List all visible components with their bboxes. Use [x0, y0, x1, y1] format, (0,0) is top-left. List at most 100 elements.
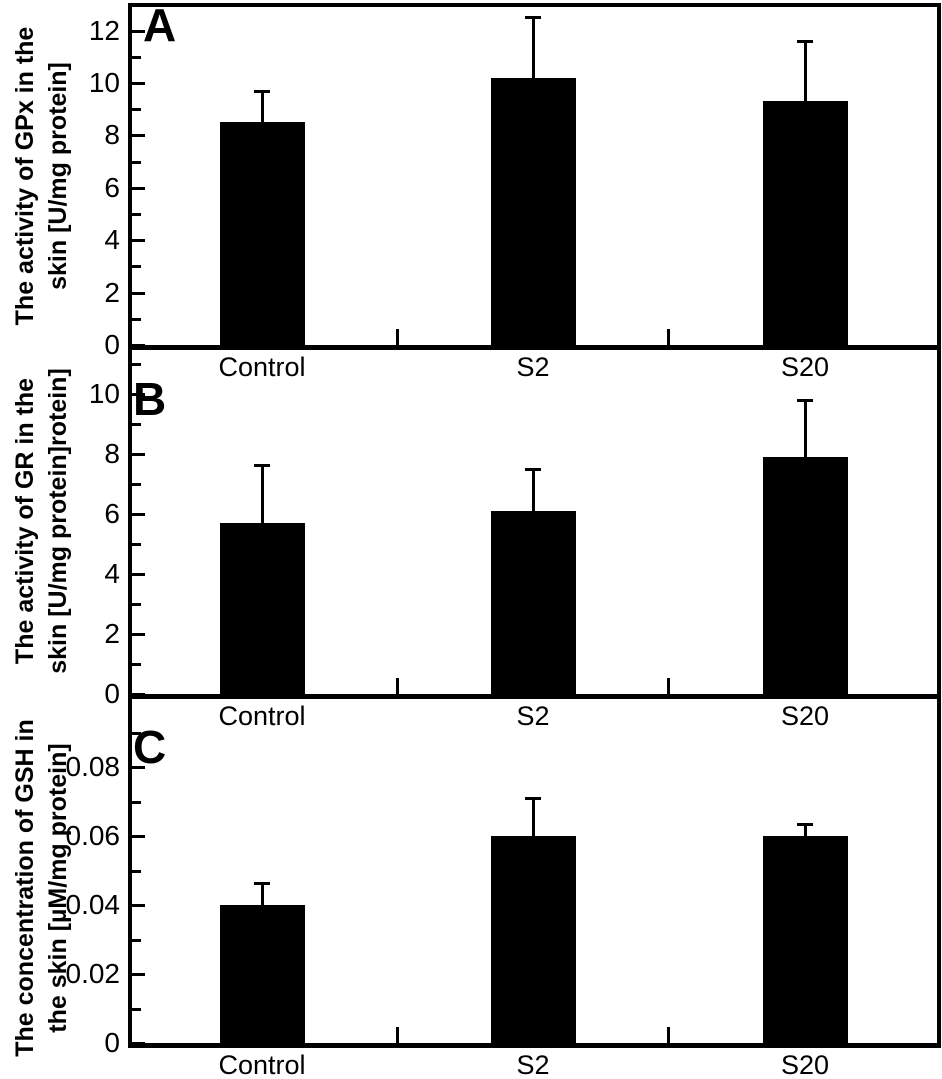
panel-c-x-boundary-tick	[396, 1027, 399, 1043]
panel-b-y-tick-label: 6	[104, 498, 120, 529]
panel-a-y-major-tick	[132, 186, 145, 190]
panel-b-y-minor-tick	[132, 423, 141, 426]
panel-a-x-boundary-tick	[396, 329, 399, 345]
panel-b-y-minor-tick	[132, 363, 141, 366]
panel-c-y-tick-label: 0.06	[65, 820, 121, 851]
panel-c-y-major-tick	[132, 904, 145, 907]
panel-a-y-major-tick	[132, 344, 145, 347]
error-bar-cap-b-control	[254, 463, 270, 467]
panel-c-y-minor-tick	[132, 938, 141, 942]
panel-c-y-major-tick	[132, 766, 145, 769]
panel-a-letter: A	[143, 0, 177, 51]
error-bar-cap-c-s2	[525, 797, 541, 801]
panel-c-x-boundary-tick	[667, 1027, 670, 1043]
error-bar-stem-b-s20	[804, 400, 807, 457]
panel-a-x-boundary-tick	[667, 329, 670, 345]
error-bar-stem-c-control	[261, 882, 264, 905]
panel-c-x-label-control: Control	[218, 1050, 306, 1079]
panel-a-y-tick-label: 12	[88, 14, 120, 46]
panel-b-y-minor-tick	[132, 543, 141, 546]
panel-a-y-tick-label: 2	[104, 276, 120, 308]
panel-a-x-label-s20: S20	[780, 352, 830, 382]
bar-c-s2	[490, 836, 576, 1048]
panel-b-y-major-tick	[132, 633, 145, 636]
panel-a-y-tick-label: 8	[104, 119, 120, 151]
bar-a-s20	[762, 101, 848, 350]
panel-c-y-tick-label: 0.02	[65, 958, 121, 989]
panel-c-y-minor-tick	[132, 1007, 141, 1011]
panel-a-y-major-tick	[132, 239, 145, 243]
panel-a-y-minor-tick	[132, 317, 141, 321]
panel-b-y-minor-tick	[132, 663, 141, 666]
panel-b-y-major-tick	[132, 573, 145, 576]
panel-b-y-major-tick	[132, 513, 145, 516]
bar-b-s20	[762, 457, 848, 699]
panel-a-x-label-s2: S2	[516, 352, 550, 382]
bar-c-control	[219, 905, 305, 1048]
panel-c-y-minor-tick	[132, 731, 141, 735]
panel-b-x-boundary-tick	[396, 678, 399, 694]
panel-c-y-tick-label: 0.08	[65, 751, 121, 782]
panel-b-y-minor-tick	[132, 603, 141, 606]
error-bar-cap-c-control	[254, 881, 270, 885]
error-bar-stem-b-control	[261, 464, 264, 523]
panel-b-x-label-s20: S20	[780, 701, 830, 731]
panel-b-x-label-s2: S2	[516, 701, 550, 731]
panel-a-y-tick-label: 0	[104, 329, 120, 360]
panel-c-x-label-s2: S2	[516, 1050, 550, 1079]
panel-b-y-tick-label: 10	[88, 378, 120, 409]
panel-b-y-tick-label: 2	[104, 618, 120, 649]
error-bar-stem-a-s2	[532, 17, 535, 78]
panel-c-y-tick-label: 0.04	[65, 889, 121, 920]
error-bar-cap-a-s20	[797, 40, 813, 44]
panel-c-y-major-tick	[132, 1042, 145, 1045]
bar-b-control	[219, 523, 305, 699]
panel-a-y-minor-tick	[132, 265, 141, 269]
panel-a-y-minor-tick	[132, 212, 141, 216]
error-bar-stem-c-s2	[532, 798, 535, 836]
panel-a-y-major-tick	[132, 29, 145, 33]
bar-a-control	[219, 122, 305, 350]
panel-a-y-minor-tick	[132, 160, 141, 164]
bar-c-s20	[762, 836, 848, 1048]
error-bar-stem-a-s20	[804, 41, 807, 102]
panel-a-y-major-tick	[132, 134, 145, 138]
panel-c-y-minor-tick	[132, 800, 141, 804]
panel-b-y-tick-label: 4	[104, 558, 120, 589]
bar-b-s2	[490, 511, 576, 699]
panel-a-y-major-tick	[132, 291, 145, 295]
panel-b-y-tick-label: 8	[104, 438, 120, 469]
bar-a-s2	[490, 77, 576, 350]
error-bar-cap-a-control	[254, 89, 270, 93]
panel-b-letter: B	[133, 373, 167, 425]
panel-b-y-major-tick	[132, 693, 145, 696]
error-bar-cap-a-s2	[525, 16, 541, 20]
panel-b-y-major-tick	[132, 393, 145, 396]
panel-c-y-major-tick	[132, 835, 145, 838]
panel-c-y-tick-label: 0	[104, 1027, 120, 1058]
panel-a-x-label-control: Control	[218, 352, 306, 382]
panel-b-x-label-control: Control	[218, 701, 306, 731]
panel-a-y-minor-tick	[132, 55, 141, 59]
panel-a-y-tick-label: 6	[104, 171, 120, 203]
plot-border-right	[937, 3, 941, 1048]
y-axis-line	[128, 3, 132, 1048]
panel-a-y-tick-label: 4	[104, 224, 120, 256]
error-bar-stem-c-s20	[804, 823, 807, 836]
panel-b-x-boundary-tick	[667, 678, 670, 694]
panel-a-y-minor-tick	[132, 108, 141, 112]
error-bar-stem-a-control	[261, 90, 264, 123]
panel-a-y-major-tick	[132, 81, 145, 85]
panel-b-y-tick-label: 0	[104, 678, 120, 709]
panel-c-y-minor-tick	[132, 869, 141, 873]
panel-c-y-major-tick	[132, 973, 145, 976]
error-bar-cap-c-s20	[797, 822, 813, 826]
error-bar-stem-b-s2	[532, 469, 535, 511]
panel-c-x-label-s20: S20	[780, 1050, 830, 1079]
panel-b-y-major-tick	[132, 453, 145, 456]
plot-border-top	[128, 3, 941, 7]
panel-a-y-tick-label: 10	[88, 66, 120, 98]
error-bar-cap-b-s20	[797, 399, 813, 402]
error-bar-cap-b-s2	[525, 468, 541, 471]
